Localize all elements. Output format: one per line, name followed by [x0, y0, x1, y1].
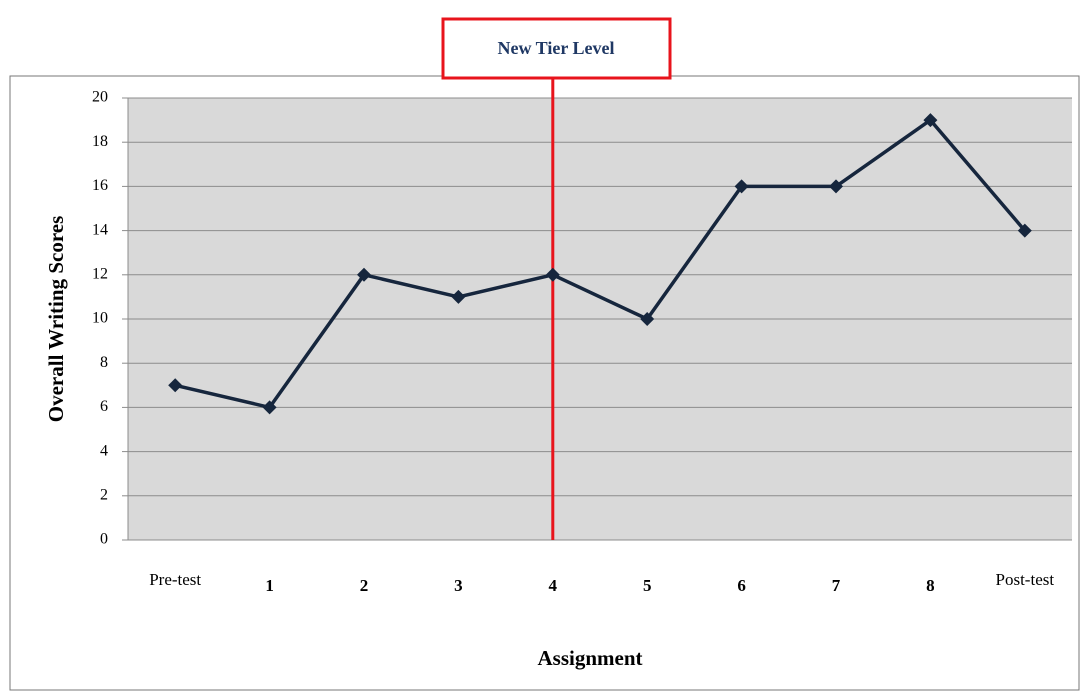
y-axis-label: Overall Writing Scores — [44, 216, 68, 422]
series-line — [174, 118, 1027, 410]
y-tick-label: 12 — [92, 265, 108, 282]
annotation-text: New Tier Level — [498, 38, 615, 58]
data-point — [262, 400, 277, 415]
x-tick-label: Pre-test — [149, 570, 201, 589]
x-tick-label: 6 — [737, 576, 746, 595]
y-tick-label: 18 — [92, 133, 108, 150]
y-tick-label: 4 — [100, 442, 108, 459]
data-point — [545, 267, 560, 282]
data-point — [168, 378, 183, 393]
x-tick-label: 5 — [643, 576, 652, 595]
x-tick-label: 7 — [832, 576, 841, 595]
data-point — [734, 179, 749, 194]
data-point — [451, 289, 466, 304]
y-tick-label: 10 — [92, 310, 108, 327]
x-tick-label: 3 — [454, 576, 463, 595]
x-tick-label: 2 — [360, 576, 369, 595]
y-tick-label: 2 — [100, 486, 108, 503]
x-tick-label: Post-test — [996, 570, 1055, 589]
data-point — [829, 179, 843, 194]
y-tick-label: 8 — [100, 354, 108, 371]
y-tick-label: 6 — [100, 398, 108, 415]
data-point — [923, 113, 938, 128]
x-axis-label: Assignment — [537, 646, 642, 670]
y-tick-label: 0 — [100, 531, 108, 548]
x-tick-label: 8 — [926, 576, 935, 595]
data-point — [357, 267, 371, 282]
y-tick-label: 16 — [92, 177, 108, 194]
y-tick-label: 20 — [92, 89, 108, 106]
y-tick-label: 14 — [92, 221, 108, 238]
x-tick-label: 4 — [549, 576, 558, 595]
data-point — [1017, 223, 1032, 238]
annotation-box — [441, 17, 672, 80]
x-tick-label: 1 — [265, 576, 274, 595]
data-point — [640, 312, 655, 326]
